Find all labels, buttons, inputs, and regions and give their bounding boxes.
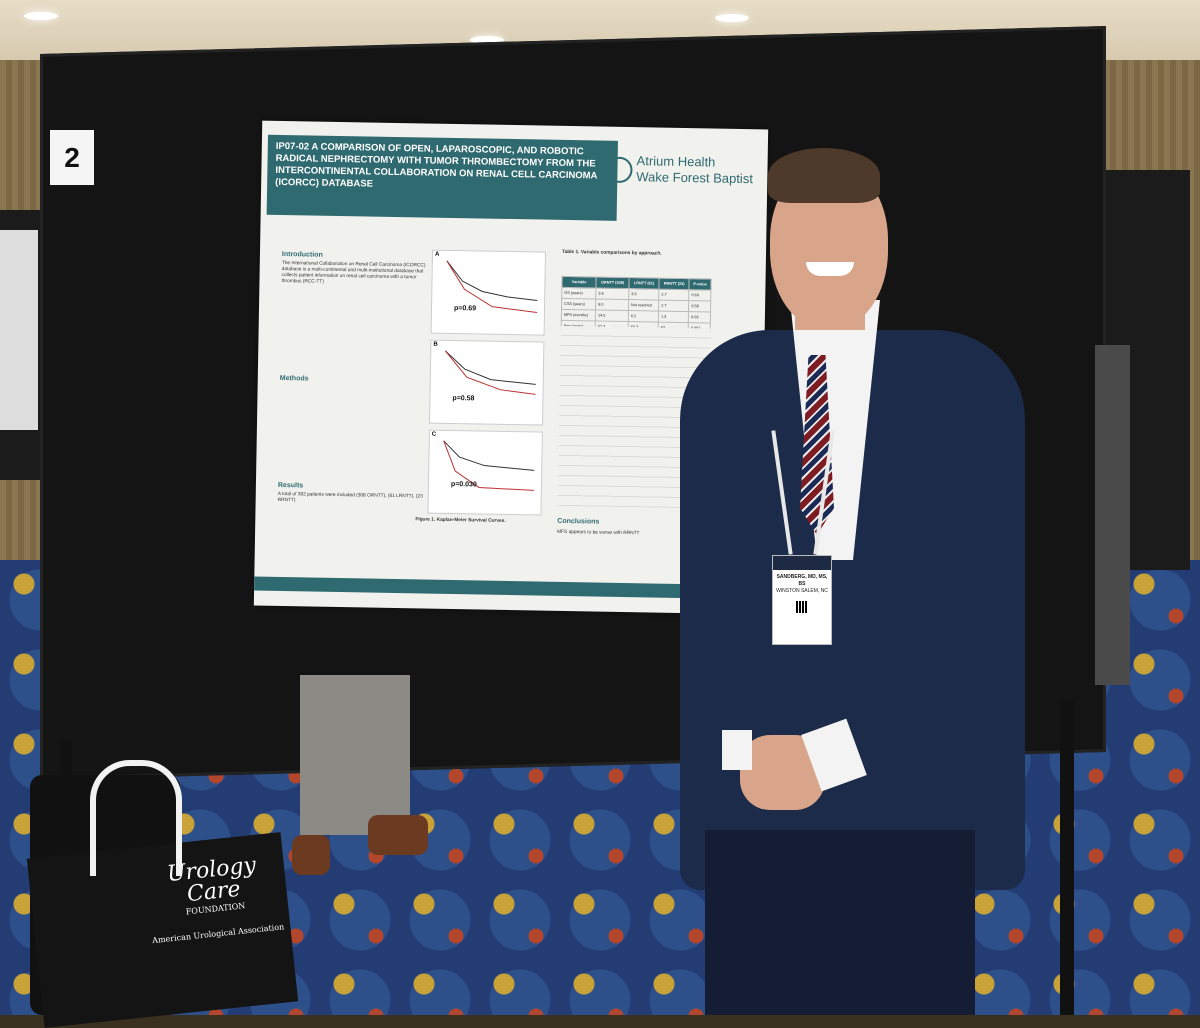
- table-cell: 1.3: [658, 311, 689, 323]
- shirt-cuff: [722, 730, 752, 770]
- table-cell: 14.5: [595, 309, 629, 322]
- table-cell: 3.3: [628, 288, 660, 301]
- logo-line2: Wake Forest Baptist: [636, 169, 754, 187]
- survival-plot: A p=0.69: [430, 249, 547, 336]
- table-header: RRNTT (23): [659, 278, 690, 290]
- conclusion-text: MFS appears to be worse with RRNTT: [557, 529, 640, 537]
- table-cell: 0.03: [688, 311, 711, 323]
- board-number: 2: [50, 130, 94, 185]
- poster-title: IP07-02 A COMPARISON OF OPEN, LAPAROSCOP…: [275, 140, 598, 190]
- table-cell: 2.7: [658, 289, 690, 301]
- qr-code-icon: [796, 601, 808, 613]
- ceiling-light: [470, 36, 504, 44]
- survival-plot: C p=0.030: [427, 429, 543, 516]
- board-leg: [1060, 700, 1074, 1015]
- table-cell: 6.2: [628, 310, 659, 323]
- plot-label: C: [431, 431, 437, 438]
- badge-header: [773, 556, 831, 570]
- table-caption: Table 1. Variable comparisons by approac…: [561, 249, 662, 257]
- tree-icon: [606, 156, 633, 184]
- table-cell: 3.6: [595, 287, 629, 300]
- poster-title-banner: IP07-02 A COMPARISON OF OPEN, LAPAROSCOP…: [266, 134, 618, 221]
- badge-city: WINSTON SALEM, NC: [776, 588, 828, 594]
- p-value: p=0.58: [452, 394, 475, 403]
- logo-line1: Atrium Health: [636, 153, 716, 170]
- background-poster: [0, 230, 38, 430]
- section-heading: Methods: [279, 374, 309, 383]
- suit-trousers: [705, 830, 975, 1015]
- section-heading: Results: [277, 481, 304, 490]
- figure-caption: Figure 1. Kaplan-Meier Survival Curves.: [415, 517, 506, 524]
- p-value: p=0.030: [450, 480, 477, 489]
- km-curve: [444, 350, 536, 395]
- shoe: [292, 835, 330, 875]
- results-text: A total of 392 patients were included (3…: [277, 491, 423, 504]
- background-person: [1095, 345, 1130, 685]
- table-header: LRNTT (61): [628, 277, 660, 290]
- km-curve: [446, 260, 538, 313]
- bag-handle: [90, 760, 182, 876]
- name-badge: SANDBERG, MD, MS, BS WINSTON SALEM, NC: [772, 555, 832, 645]
- table-cell: 2.7: [658, 300, 689, 312]
- shoe: [368, 815, 428, 855]
- hair: [768, 148, 880, 203]
- table-cell: MFS (months): [561, 309, 596, 321]
- bag-text-4: American Urological Association: [151, 922, 285, 946]
- table-header: ORNTT (308): [596, 276, 630, 289]
- research-poster: IP07-02 A COMPARISON OF OPEN, LAPAROSCOP…: [253, 120, 769, 615]
- table-cell: Not reached: [628, 299, 659, 312]
- table-cell: CSS (years): [561, 298, 596, 310]
- smile: [806, 262, 854, 276]
- table-cell: OS (years): [561, 287, 597, 299]
- background-person-legs: [300, 675, 410, 835]
- intro-text: The International Collaboration on Renal…: [281, 260, 426, 285]
- badge-name: SANDBERG, MD, MS, BS: [776, 574, 828, 587]
- table-header: P-value: [689, 278, 712, 290]
- p-value: p=0.69: [453, 304, 477, 313]
- survival-plot: B p=0.58: [429, 339, 545, 426]
- plot-label: A: [434, 251, 440, 258]
- table-cell: 0.69: [688, 289, 711, 301]
- section-heading: Conclusions: [557, 517, 600, 526]
- plot-label: B: [433, 341, 438, 348]
- table-cell: 8.0: [595, 298, 629, 311]
- km-curve: [443, 440, 535, 491]
- section-heading: Introduction: [281, 250, 323, 259]
- ceiling-light: [24, 12, 58, 20]
- table-header: Variable: [561, 276, 597, 288]
- table-cell: 0.58: [688, 300, 711, 312]
- ceiling-light: [715, 14, 749, 22]
